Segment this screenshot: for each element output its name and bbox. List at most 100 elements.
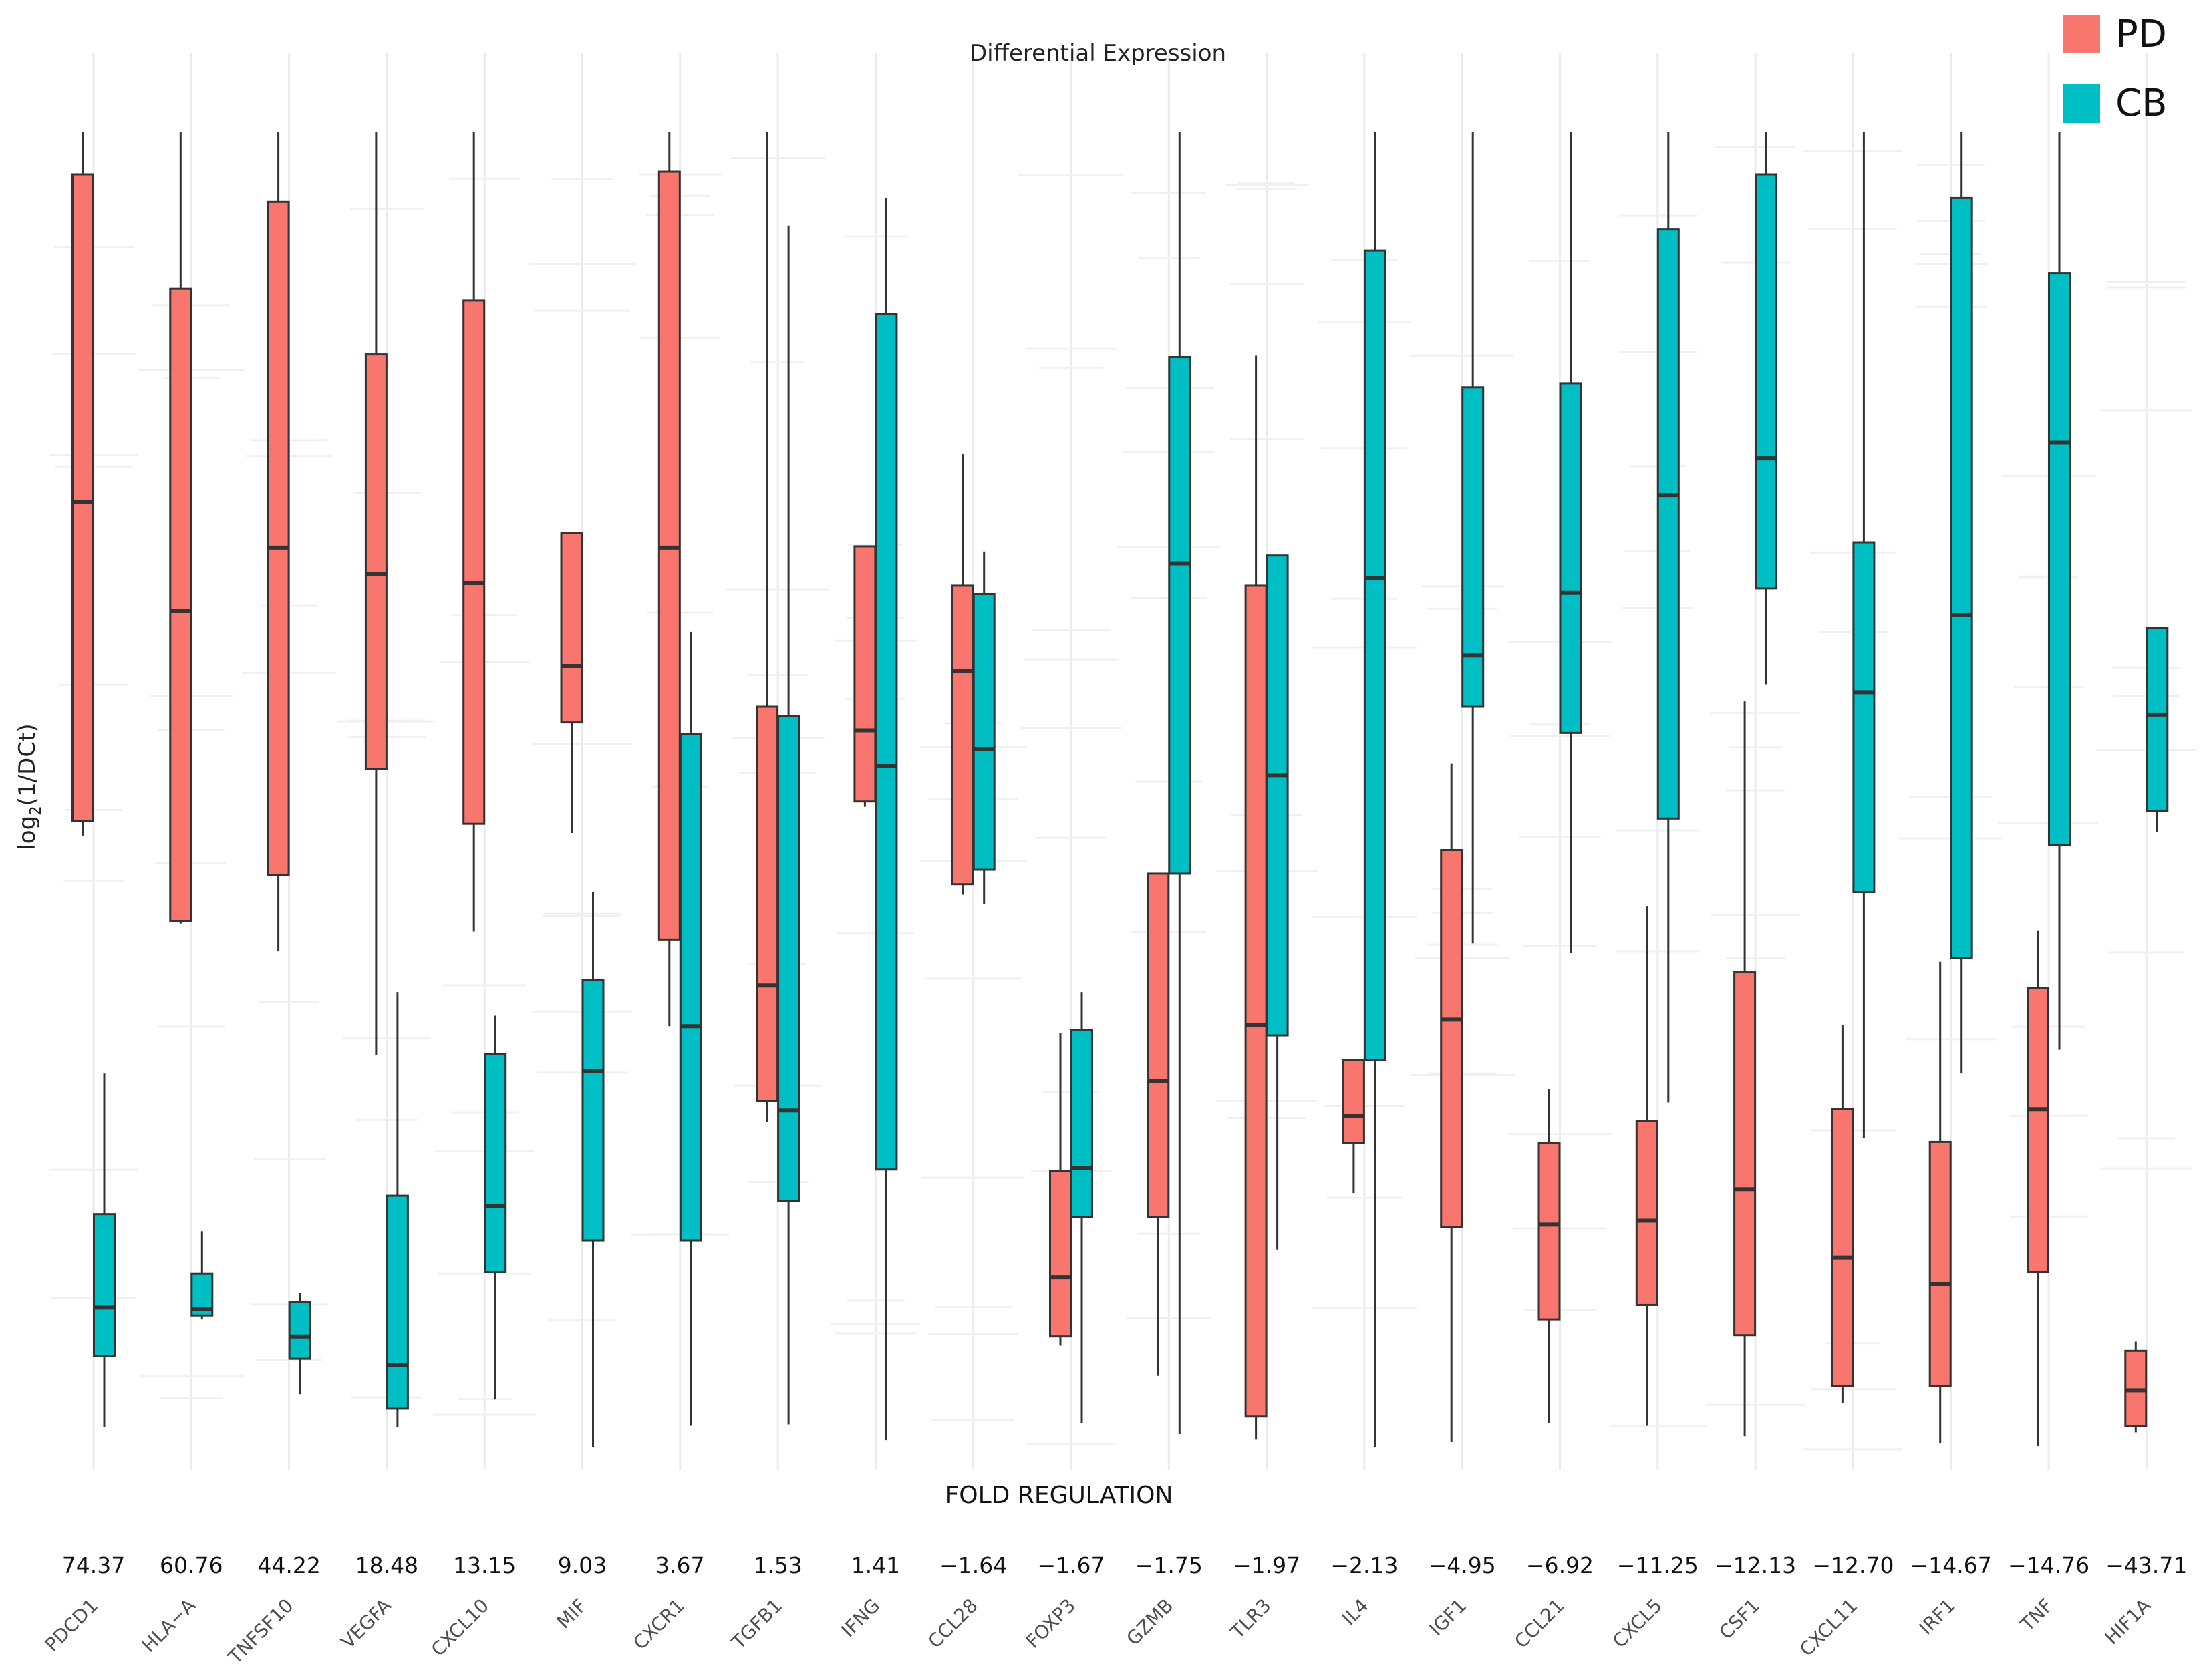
- box-cb-ccl21: [1559, 132, 1582, 953]
- box-cb-pdcd1: [93, 1073, 116, 1427]
- box-cb-tgfb1: [777, 225, 800, 1425]
- box-pd-tgfb1: [756, 132, 779, 1122]
- box-pd-cxcr1: [657, 132, 681, 1027]
- box-pd-vegfa: [364, 132, 388, 1055]
- box-iqr: [777, 715, 800, 1202]
- x-axis-title: FOLD REGULATION: [945, 1482, 1173, 1509]
- box-iqr: [1461, 386, 1485, 708]
- box-cb-cxcl11: [1852, 132, 1876, 1138]
- box-pd-mif: [560, 532, 583, 833]
- box-iqr: [1070, 1029, 1093, 1218]
- box-iqr: [1244, 584, 1268, 1418]
- box-iqr: [756, 705, 779, 1102]
- box-iqr: [2027, 987, 2049, 1273]
- box-iqr: [657, 170, 681, 941]
- fold-value: −1.75: [1135, 1552, 1203, 1578]
- box-cb-tnf: [2048, 132, 2071, 1050]
- box-pd-igf1: [1440, 763, 1463, 1442]
- box-cb-cxcr1: [679, 631, 702, 1426]
- box-cb-ifng: [875, 198, 898, 1441]
- fold-value: 9.03: [558, 1552, 607, 1578]
- box-iqr: [267, 200, 290, 876]
- box-iqr: [951, 584, 974, 886]
- box-iqr: [1266, 554, 1289, 1037]
- fold-value: −12.70: [1812, 1552, 1894, 1578]
- box-iqr: [1168, 356, 1191, 875]
- box-pd-il4: [1342, 1059, 1365, 1194]
- box-iqr: [1755, 173, 1778, 590]
- box-iqr: [386, 1194, 409, 1410]
- box-pd-cxcl11: [1831, 1025, 1854, 1404]
- box-iqr: [1831, 1108, 1854, 1387]
- fold-value: −43.71: [2105, 1552, 2187, 1578]
- box-cb-mif: [581, 892, 605, 1447]
- fold-value: 60.76: [160, 1552, 223, 1578]
- box-cb-csf1: [1755, 132, 1778, 685]
- box-pd-hlaa: [169, 132, 192, 924]
- fold-value: −14.76: [2008, 1552, 2089, 1578]
- box-pd-tnfsf10: [267, 132, 290, 952]
- fold-value: −4.95: [1429, 1552, 1496, 1578]
- box-plots: [71, 132, 2169, 1447]
- box-iqr: [1928, 1140, 1952, 1387]
- box-iqr: [169, 287, 192, 922]
- box-cb-vegfa: [386, 992, 409, 1427]
- box-iqr: [875, 313, 898, 1171]
- fold-value: 1.41: [851, 1552, 900, 1578]
- fold-value: 18.48: [355, 1552, 418, 1578]
- box-iqr: [1342, 1059, 1365, 1144]
- box-pd-cxcl10: [462, 132, 486, 932]
- y-axis-label: log2(1/DCt): [14, 723, 45, 850]
- box-iqr: [853, 545, 877, 803]
- box-iqr: [560, 532, 583, 724]
- y-axis-label-main: log: [14, 816, 41, 850]
- box-iqr: [1635, 1120, 1658, 1306]
- fold-value: −1.67: [1037, 1552, 1105, 1578]
- box-iqr: [1656, 228, 1680, 820]
- box-cb-irf1: [1950, 132, 1973, 1074]
- fold-value: 13.15: [453, 1552, 516, 1578]
- box-pd-tnf: [2027, 930, 2049, 1446]
- fold-value: −1.64: [939, 1552, 1007, 1578]
- box-cb-tlr3: [1266, 554, 1289, 1250]
- legend: PD CB: [2063, 13, 2168, 125]
- fold-value: −12.13: [1715, 1552, 1796, 1578]
- fold-value: −2.13: [1330, 1552, 1398, 1578]
- box-pd-gzmb: [1147, 872, 1170, 1376]
- box-cb-cxcl10: [484, 1015, 507, 1400]
- legend-label-cb: CB: [2115, 81, 2168, 125]
- box-pd-ifng: [853, 545, 877, 807]
- box-cb-igf1: [1461, 132, 1485, 944]
- chart-title: Differential Expression: [970, 40, 1226, 67]
- box-cb-gzmb: [1168, 132, 1191, 1434]
- box-cb-cxcl5: [1656, 132, 1680, 1103]
- box-pd-foxp3: [1049, 1033, 1072, 1346]
- fold-value: −6.92: [1526, 1552, 1594, 1578]
- box-iqr: [93, 1213, 116, 1357]
- legend-swatch-cb: [2063, 84, 2100, 123]
- fold-value: −11.25: [1617, 1552, 1699, 1578]
- fold-value: −1.97: [1233, 1552, 1300, 1578]
- box-iqr: [484, 1053, 507, 1273]
- fold-value: 1.53: [753, 1552, 802, 1578]
- box-iqr: [1147, 872, 1170, 1218]
- box-pd-ccl21: [1537, 1089, 1561, 1423]
- box-pd-cxcl5: [1635, 906, 1658, 1426]
- box-pd-pdcd1: [71, 132, 94, 836]
- box-iqr: [1440, 849, 1463, 1228]
- box-iqr: [1049, 1170, 1072, 1338]
- box-iqr: [364, 353, 388, 770]
- box-iqr: [1733, 971, 1757, 1337]
- box-pd-hif1a: [2124, 1341, 2148, 1433]
- box-iqr: [1559, 382, 1582, 734]
- box-iqr: [1363, 249, 1386, 1061]
- box-iqr: [679, 733, 702, 1242]
- box-cb-ccl28: [972, 551, 996, 904]
- fold-value: −14.67: [1910, 1552, 1992, 1578]
- box-iqr: [2048, 272, 2071, 846]
- box-iqr: [288, 1301, 311, 1360]
- box-pd-irf1: [1928, 961, 1952, 1444]
- y-axis-label-rest: (1/DCt): [14, 723, 41, 806]
